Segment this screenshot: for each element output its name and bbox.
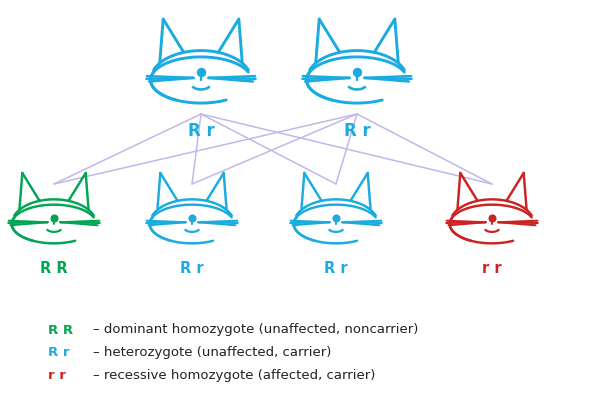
Text: – recessive homozygote (affected, carrier): – recessive homozygote (affected, carrie… (93, 369, 376, 382)
Text: R r: R r (48, 346, 70, 359)
Text: r r: r r (482, 261, 502, 276)
Text: – dominant homozygote (unaffected, noncarrier): – dominant homozygote (unaffected, nonca… (93, 324, 418, 336)
Text: – heterozygote (unaffected, carrier): – heterozygote (unaffected, carrier) (93, 346, 331, 359)
Text: R R: R R (48, 324, 73, 336)
Text: R r: R r (324, 261, 348, 276)
Text: R r: R r (188, 122, 214, 140)
Text: R R: R R (40, 261, 68, 276)
Text: R r: R r (344, 122, 370, 140)
Text: R r: R r (180, 261, 204, 276)
Text: r r: r r (48, 369, 66, 382)
